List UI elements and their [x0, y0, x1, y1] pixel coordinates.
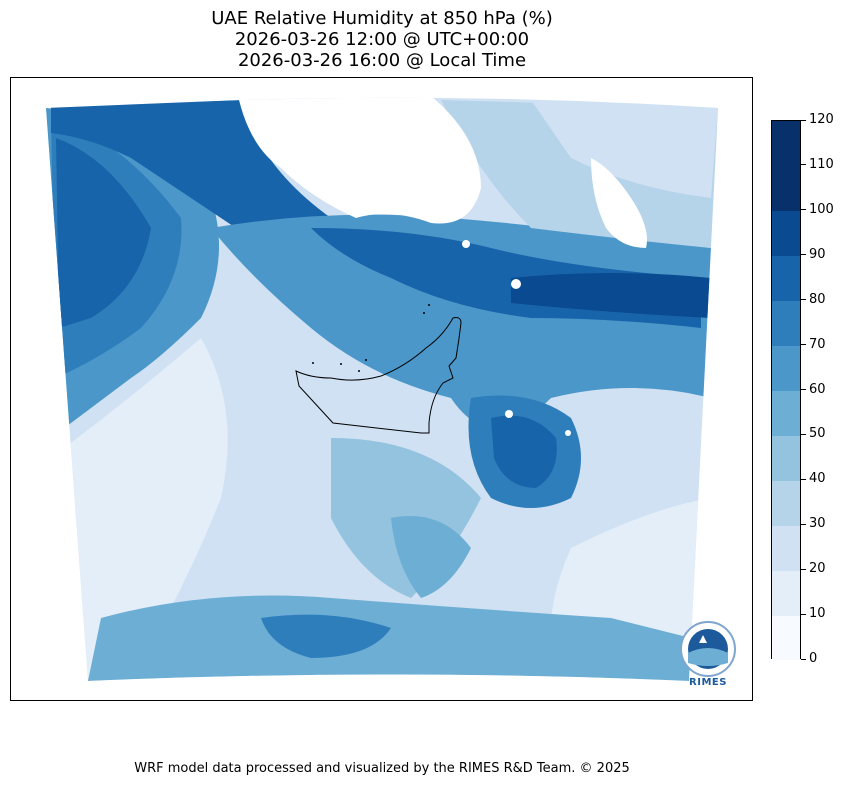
colorbar-tick-label: 120 [809, 112, 834, 127]
colorbar-tick [801, 523, 806, 525]
colorbar-segment [772, 435, 800, 481]
colorbar-segment [772, 615, 800, 661]
colorbar-tick [801, 209, 806, 211]
title-line-3: 2026-03-26 16:00 @ Local Time [237, 50, 527, 71]
colorbar-tick [801, 568, 806, 570]
colorbar-segment [772, 570, 800, 616]
colorbar-tick [801, 299, 806, 301]
colorbar-segment [772, 255, 800, 302]
colorbar-tick-label: 10 [809, 606, 826, 622]
colorbar-segment [772, 480, 800, 526]
colorbar-tick-label: 110 [809, 156, 834, 172]
rimes-logo: RIMES [673, 619, 743, 691]
colorbar [771, 120, 801, 661]
rimes-logo-icon [680, 621, 736, 677]
colorbar-tick-label: 40 [809, 471, 826, 487]
colorbar-tick-label: 90 [809, 246, 826, 262]
colorbar-tick-label: 0 [809, 651, 818, 666]
colorbar-tick [801, 478, 806, 480]
colorbar-tick [801, 254, 806, 256]
colorbar-tick [801, 344, 806, 346]
uae-islands [312, 304, 430, 372]
colorbar-tick [801, 433, 806, 435]
colorbar-tick [801, 613, 806, 615]
colorbar-tick [801, 658, 806, 660]
title-line-1: UAE Relative Humidity at 850 hPa (%) [211, 8, 553, 29]
colorbar-tick [801, 119, 806, 121]
colorbar-tick-label: 20 [809, 561, 826, 577]
footer-credit: WRF model data processed and visualized … [134, 761, 630, 776]
colorbar-tick-label: 100 [809, 201, 834, 217]
rimes-logo-text: RIMES [689, 677, 727, 688]
colorbar-segment [772, 345, 800, 391]
colorbar-segment [772, 165, 800, 212]
colorbar-tick-label: 50 [809, 426, 826, 442]
colorbar-segment [772, 121, 800, 167]
colorbar-segment [772, 390, 800, 436]
colorbar-tick [801, 389, 806, 390]
colorbar-segment [772, 525, 800, 571]
colorbar-tick-label: 70 [809, 336, 826, 352]
colorbar-tick-label: 30 [809, 516, 826, 532]
title-line-2: 2026-03-26 12:00 @ UTC+00:00 [234, 29, 530, 50]
colorbar-tick-label: 80 [809, 291, 826, 307]
uae-border [295, 317, 462, 434]
colorbar-segment [772, 210, 800, 257]
humidity-field [46, 97, 718, 682]
colorbar-tick [801, 164, 806, 166]
map-title: UAE Relative Humidity at 850 hPa (%) 202… [0, 8, 764, 71]
colorbar-segment [772, 300, 800, 347]
humidity-map [46, 97, 718, 682]
map-frame: RIMES [10, 77, 753, 701]
colorbar-tick-label: 60 [809, 381, 826, 397]
